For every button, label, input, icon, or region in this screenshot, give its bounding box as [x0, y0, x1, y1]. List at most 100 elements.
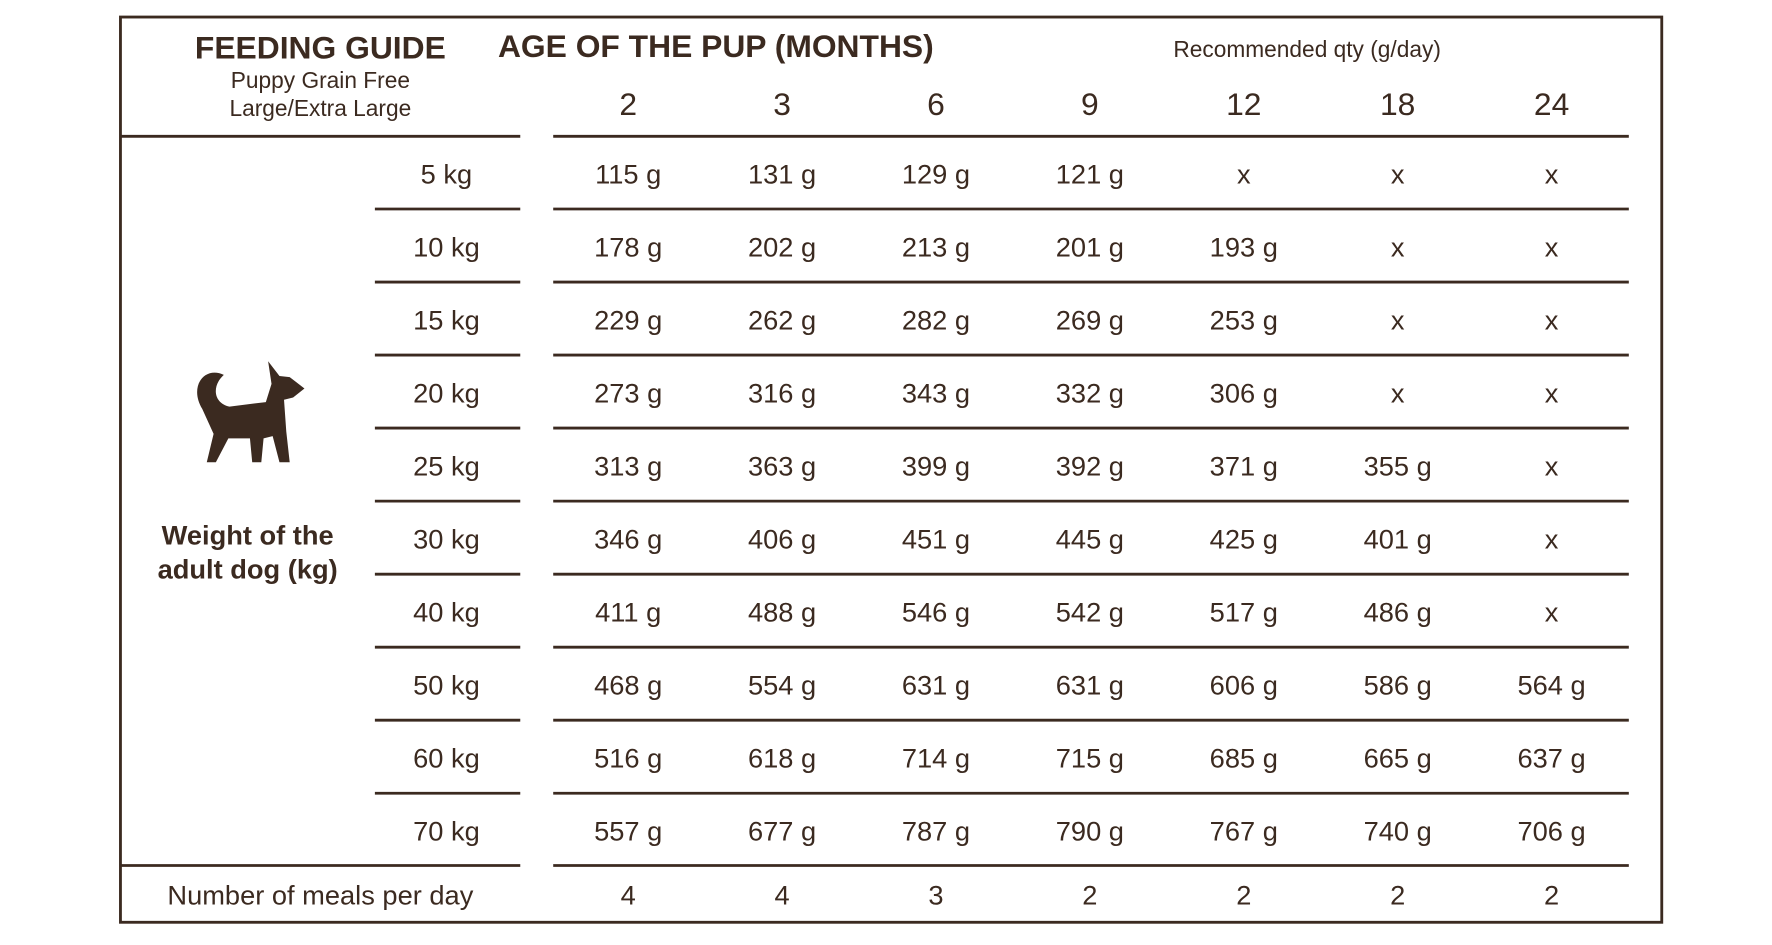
- cell: x: [1545, 523, 1559, 554]
- subtitle: Large/Extra Large: [229, 95, 411, 121]
- cell: 631 g: [1056, 669, 1124, 700]
- cell: x: [1545, 450, 1559, 481]
- cell: 178 g: [594, 231, 662, 262]
- cell: 557 g: [594, 816, 662, 847]
- subtitle: Puppy Grain Free: [231, 67, 410, 93]
- column-header: 9: [1081, 86, 1099, 122]
- column-header: 12: [1226, 86, 1261, 122]
- cell: 332 g: [1056, 377, 1124, 408]
- meals: 2: [1236, 879, 1251, 910]
- cell: 517 g: [1210, 596, 1278, 627]
- meals: 3: [928, 879, 943, 910]
- weight: 30 kg: [413, 523, 480, 554]
- cell: 740 g: [1364, 816, 1432, 847]
- weight: 70 kg: [413, 816, 480, 847]
- cell: 411 g: [595, 596, 661, 627]
- title: FEEDING GUIDE: [195, 29, 446, 65]
- weight: 5 kg: [421, 158, 473, 189]
- cell: 399 g: [902, 450, 970, 481]
- cell: 618 g: [748, 743, 816, 774]
- weight: 20 kg: [413, 377, 480, 408]
- cell: 715 g: [1056, 743, 1124, 774]
- cell: 706 g: [1517, 816, 1585, 847]
- meals: 2: [1082, 879, 1097, 910]
- weight: 15 kg: [413, 304, 480, 335]
- cell: 201 g: [1056, 231, 1124, 262]
- cell: 486 g: [1364, 596, 1432, 627]
- cell: 542 g: [1056, 596, 1124, 627]
- cell: 269 g: [1056, 304, 1124, 335]
- weight: 25 kg: [413, 450, 480, 481]
- meals: 2: [1544, 879, 1559, 910]
- cell: 229 g: [594, 304, 662, 335]
- cell: 606 g: [1210, 669, 1278, 700]
- weight: 50 kg: [413, 669, 480, 700]
- cell: 313 g: [594, 450, 662, 481]
- cell: 665 g: [1364, 743, 1432, 774]
- cell: 262 g: [748, 304, 816, 335]
- cell: 406 g: [748, 523, 816, 554]
- side-label: adult dog (kg): [158, 554, 338, 585]
- cell: x: [1391, 158, 1405, 189]
- side-label: Weight of the: [162, 519, 334, 550]
- cell: 371 g: [1210, 450, 1278, 481]
- cell: 392 g: [1056, 450, 1124, 481]
- cell: 273 g: [594, 377, 662, 408]
- cell: x: [1391, 377, 1405, 408]
- cell: 637 g: [1517, 743, 1585, 774]
- cell: x: [1545, 596, 1559, 627]
- cell: 193 g: [1210, 231, 1278, 262]
- meals: 4: [774, 879, 789, 910]
- cell: 790 g: [1056, 816, 1124, 847]
- column-header: 6: [927, 86, 945, 122]
- cell: 202 g: [748, 231, 816, 262]
- cell: 488 g: [748, 596, 816, 627]
- cell: 586 g: [1364, 669, 1432, 700]
- cell: x: [1545, 158, 1559, 189]
- cell: 554 g: [748, 669, 816, 700]
- cell: 546 g: [902, 596, 970, 627]
- meals: 4: [621, 879, 636, 910]
- cell: 316 g: [748, 377, 816, 408]
- cell: 425 g: [1210, 523, 1278, 554]
- cell: 213 g: [902, 231, 970, 262]
- dog-icon: [197, 361, 305, 463]
- cell: 355 g: [1364, 450, 1432, 481]
- border: [119, 15, 1664, 924]
- cell: 363 g: [748, 450, 816, 481]
- cell: 343 g: [902, 377, 970, 408]
- cell: 346 g: [594, 523, 662, 554]
- cell: 564 g: [1517, 669, 1585, 700]
- cell: x: [1545, 377, 1559, 408]
- cell: 468 g: [594, 669, 662, 700]
- cell: 401 g: [1364, 523, 1432, 554]
- cell: 131 g: [748, 158, 816, 189]
- cell: 516 g: [594, 743, 662, 774]
- cell: x: [1237, 158, 1251, 189]
- column-header: 18: [1380, 86, 1415, 122]
- cell: 787 g: [902, 816, 970, 847]
- cell: 121 g: [1056, 158, 1124, 189]
- cell: 306 g: [1210, 377, 1278, 408]
- weight: 40 kg: [413, 596, 480, 627]
- column-header: 3: [773, 86, 791, 122]
- cell: x: [1391, 304, 1405, 335]
- cell: 685 g: [1210, 743, 1278, 774]
- cell: x: [1391, 231, 1405, 262]
- column-header: 24: [1534, 86, 1569, 122]
- note: Recommended qty (g/day): [1173, 36, 1441, 62]
- cell: 767 g: [1210, 816, 1278, 847]
- cell: 451 g: [902, 523, 970, 554]
- weight: 60 kg: [413, 743, 480, 774]
- cell: 631 g: [902, 669, 970, 700]
- weight: 10 kg: [413, 231, 480, 262]
- footer-label: Number of meals per day: [167, 879, 473, 910]
- column-header: 2: [619, 86, 637, 122]
- cell: 445 g: [1056, 523, 1124, 554]
- cell: 282 g: [902, 304, 970, 335]
- cell: 129 g: [902, 158, 970, 189]
- cell: 115 g: [595, 158, 661, 189]
- cell: 714 g: [902, 743, 970, 774]
